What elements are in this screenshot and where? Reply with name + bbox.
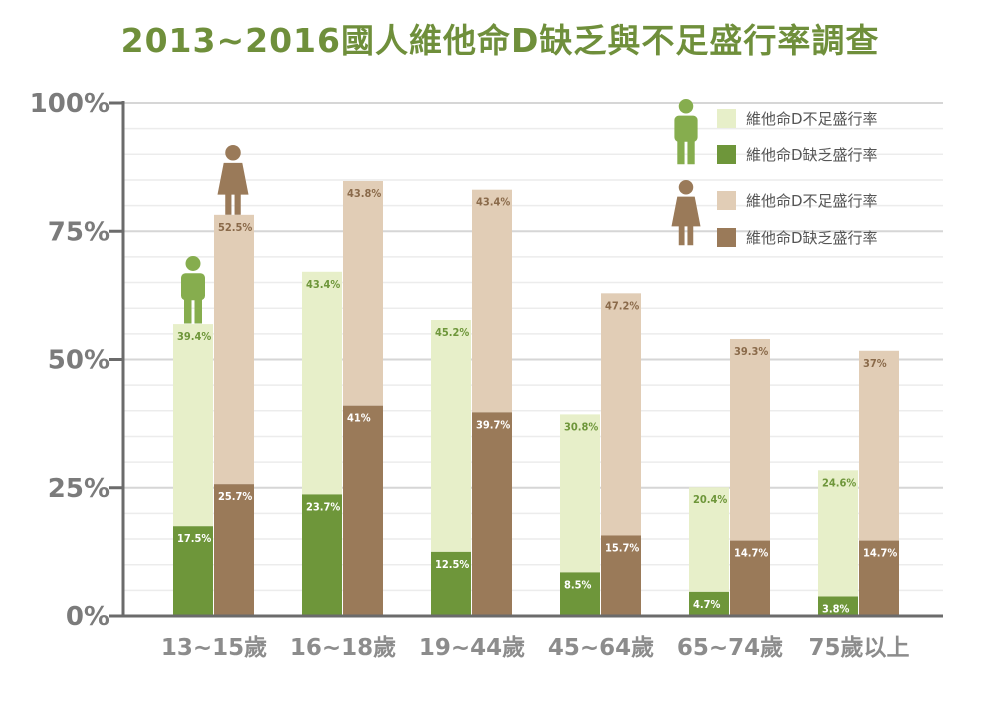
- female-insufficient-bar: [601, 293, 641, 536]
- x-tick-label: 19~44歲: [419, 635, 525, 661]
- male-insufficient-bar: [689, 487, 729, 592]
- data-label: 23.7%: [306, 500, 340, 513]
- x-tick-label: 16~18歲: [290, 635, 396, 661]
- x-tick-label: 65~74歲: [677, 635, 783, 661]
- y-tick-label: 50%: [48, 346, 110, 376]
- male-person-icon: [674, 99, 698, 165]
- data-label: 39.7%: [476, 418, 510, 431]
- female-insufficient-bar: [472, 189, 512, 413]
- data-label: 24.6%: [822, 476, 856, 489]
- data-label: 45.2%: [435, 326, 469, 339]
- data-label: 15.7%: [605, 541, 639, 554]
- male-insufficient-bar: [818, 470, 858, 597]
- legend-swatch: [717, 145, 736, 164]
- data-label: 47.2%: [605, 299, 639, 312]
- x-tick-label: 13~15歲: [161, 635, 267, 661]
- legend-label: 維他命D不足盛行率: [746, 192, 878, 210]
- female-insufficient-bar: [214, 214, 254, 485]
- data-label: 17.5%: [177, 532, 211, 545]
- male-deficient-bar: [689, 591, 729, 616]
- data-label: 43.8%: [347, 187, 381, 200]
- male-insufficient-bar: [302, 271, 342, 495]
- data-label: 25.7%: [218, 490, 252, 503]
- data-label: 8.5%: [564, 578, 592, 591]
- y-tick-label: 100%: [30, 89, 110, 119]
- data-label: 41%: [347, 412, 371, 425]
- female-insufficient-bar: [859, 350, 899, 541]
- male-deficient-bar: [560, 572, 600, 616]
- data-label: 4.7%: [693, 598, 721, 611]
- female-deficient-bar: [472, 412, 512, 616]
- legend-label: 維他命D不足盛行率: [746, 110, 878, 128]
- legend-label: 維他命D缺乏盛行率: [746, 229, 878, 247]
- chart-title: 2013~2016國人維他命D缺乏與不足盛行率調查: [120, 21, 880, 60]
- data-label: 37%: [863, 357, 887, 370]
- data-label: 52.5%: [218, 221, 252, 234]
- data-label: 30.8%: [564, 420, 598, 433]
- legend-label: 維他命D缺乏盛行率: [746, 146, 878, 164]
- data-label: 14.7%: [734, 547, 768, 560]
- x-tick-label: 75歲以上: [808, 635, 909, 661]
- legend-swatch: [717, 109, 736, 128]
- x-tick-label: 45~64歲: [548, 635, 654, 661]
- male-deficient-bar: [302, 494, 342, 616]
- female-deficient-bar: [601, 535, 641, 616]
- data-label: 3.8%: [822, 603, 850, 616]
- male-person-icon: [181, 256, 205, 324]
- male-deficient-bar: [431, 551, 471, 616]
- female-deficient-bar: [730, 540, 770, 616]
- y-tick-label: 25%: [48, 474, 110, 504]
- male-deficient-bar: [818, 596, 858, 616]
- legend-swatch: [717, 228, 736, 247]
- legend-swatch: [717, 191, 736, 210]
- male-deficient-bar: [173, 526, 213, 616]
- female-person-icon: [671, 180, 701, 246]
- data-label: 39.3%: [734, 345, 768, 358]
- female-deficient-bar: [214, 484, 254, 616]
- data-label: 43.4%: [476, 196, 510, 209]
- data-label: 39.4%: [177, 330, 211, 343]
- data-label: 12.5%: [435, 558, 469, 571]
- data-label: 43.4%: [306, 278, 340, 291]
- data-label: 20.4%: [693, 493, 727, 506]
- male-insufficient-bar: [560, 414, 600, 573]
- male-insufficient-bar: [431, 319, 471, 552]
- y-tick-label: 75%: [48, 217, 110, 247]
- male-insufficient-bar: [173, 324, 213, 527]
- y-tick-label: 0%: [66, 602, 110, 632]
- female-person-icon: [217, 145, 249, 215]
- female-deficient-bar: [343, 405, 383, 616]
- female-insufficient-bar: [730, 338, 770, 541]
- female-insufficient-bar: [343, 180, 383, 406]
- female-deficient-bar: [859, 540, 899, 616]
- data-label: 14.7%: [863, 547, 897, 560]
